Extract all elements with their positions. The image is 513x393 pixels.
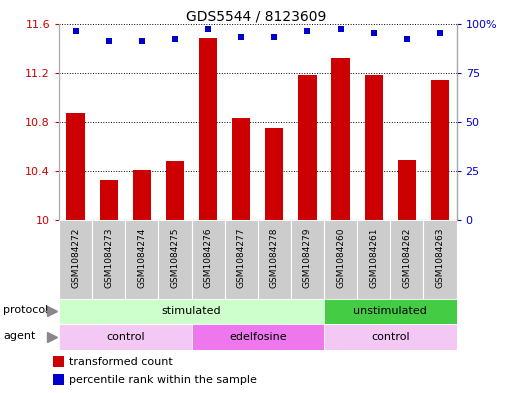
Bar xyxy=(53,356,64,367)
Text: percentile rank within the sample: percentile rank within the sample xyxy=(69,375,257,385)
Bar xyxy=(53,374,64,385)
Text: GSM1084275: GSM1084275 xyxy=(170,228,180,288)
Point xyxy=(105,38,113,44)
Bar xyxy=(324,220,357,299)
Text: GSM1084260: GSM1084260 xyxy=(336,228,345,288)
Bar xyxy=(166,161,184,220)
Point xyxy=(337,26,345,33)
Text: GSM1084279: GSM1084279 xyxy=(303,228,312,288)
Bar xyxy=(125,220,159,299)
Bar xyxy=(431,80,449,220)
Bar xyxy=(258,220,291,299)
Bar xyxy=(92,220,125,299)
Text: GSM1084274: GSM1084274 xyxy=(137,228,146,288)
Bar xyxy=(265,128,284,220)
Point xyxy=(237,34,245,40)
Text: GSM1084276: GSM1084276 xyxy=(204,228,212,288)
Bar xyxy=(357,220,390,299)
Text: agent: agent xyxy=(3,331,35,341)
Text: GSM1084261: GSM1084261 xyxy=(369,228,378,288)
Text: control: control xyxy=(106,332,145,342)
Text: transformed count: transformed count xyxy=(69,357,173,367)
Text: edelfosine: edelfosine xyxy=(229,332,287,342)
Bar xyxy=(324,324,457,350)
Text: GSM1084278: GSM1084278 xyxy=(270,228,279,288)
Bar xyxy=(390,220,423,299)
Point xyxy=(137,38,146,44)
Bar xyxy=(133,170,151,220)
Bar xyxy=(299,75,317,220)
Bar xyxy=(191,324,324,350)
Bar xyxy=(100,180,118,220)
Text: control: control xyxy=(371,332,409,342)
Bar xyxy=(331,58,350,220)
Bar xyxy=(59,220,92,299)
Point xyxy=(370,30,378,37)
Text: GSM1084277: GSM1084277 xyxy=(236,228,246,288)
Bar xyxy=(291,220,324,299)
Text: GDS5544 / 8123609: GDS5544 / 8123609 xyxy=(186,10,327,24)
Bar xyxy=(67,113,85,220)
Bar xyxy=(191,220,225,299)
Bar xyxy=(398,160,416,220)
Point xyxy=(204,26,212,33)
Bar xyxy=(232,118,250,220)
Bar xyxy=(59,324,191,350)
Bar xyxy=(423,220,457,299)
Text: protocol: protocol xyxy=(3,305,48,315)
Text: GSM1084262: GSM1084262 xyxy=(402,228,411,288)
Point xyxy=(303,28,311,35)
Point xyxy=(436,30,444,37)
Bar xyxy=(365,75,383,220)
Point xyxy=(403,36,411,42)
Text: GSM1084272: GSM1084272 xyxy=(71,228,80,288)
Bar xyxy=(59,299,324,324)
Bar xyxy=(159,220,191,299)
Text: unstimulated: unstimulated xyxy=(353,307,427,316)
Bar xyxy=(324,299,457,324)
Text: GSM1084273: GSM1084273 xyxy=(104,228,113,288)
Point xyxy=(71,28,80,35)
Bar xyxy=(199,38,217,220)
Point xyxy=(171,36,179,42)
Bar xyxy=(225,220,258,299)
Text: stimulated: stimulated xyxy=(162,307,221,316)
Text: GSM1084263: GSM1084263 xyxy=(436,228,444,288)
Point xyxy=(270,34,279,40)
